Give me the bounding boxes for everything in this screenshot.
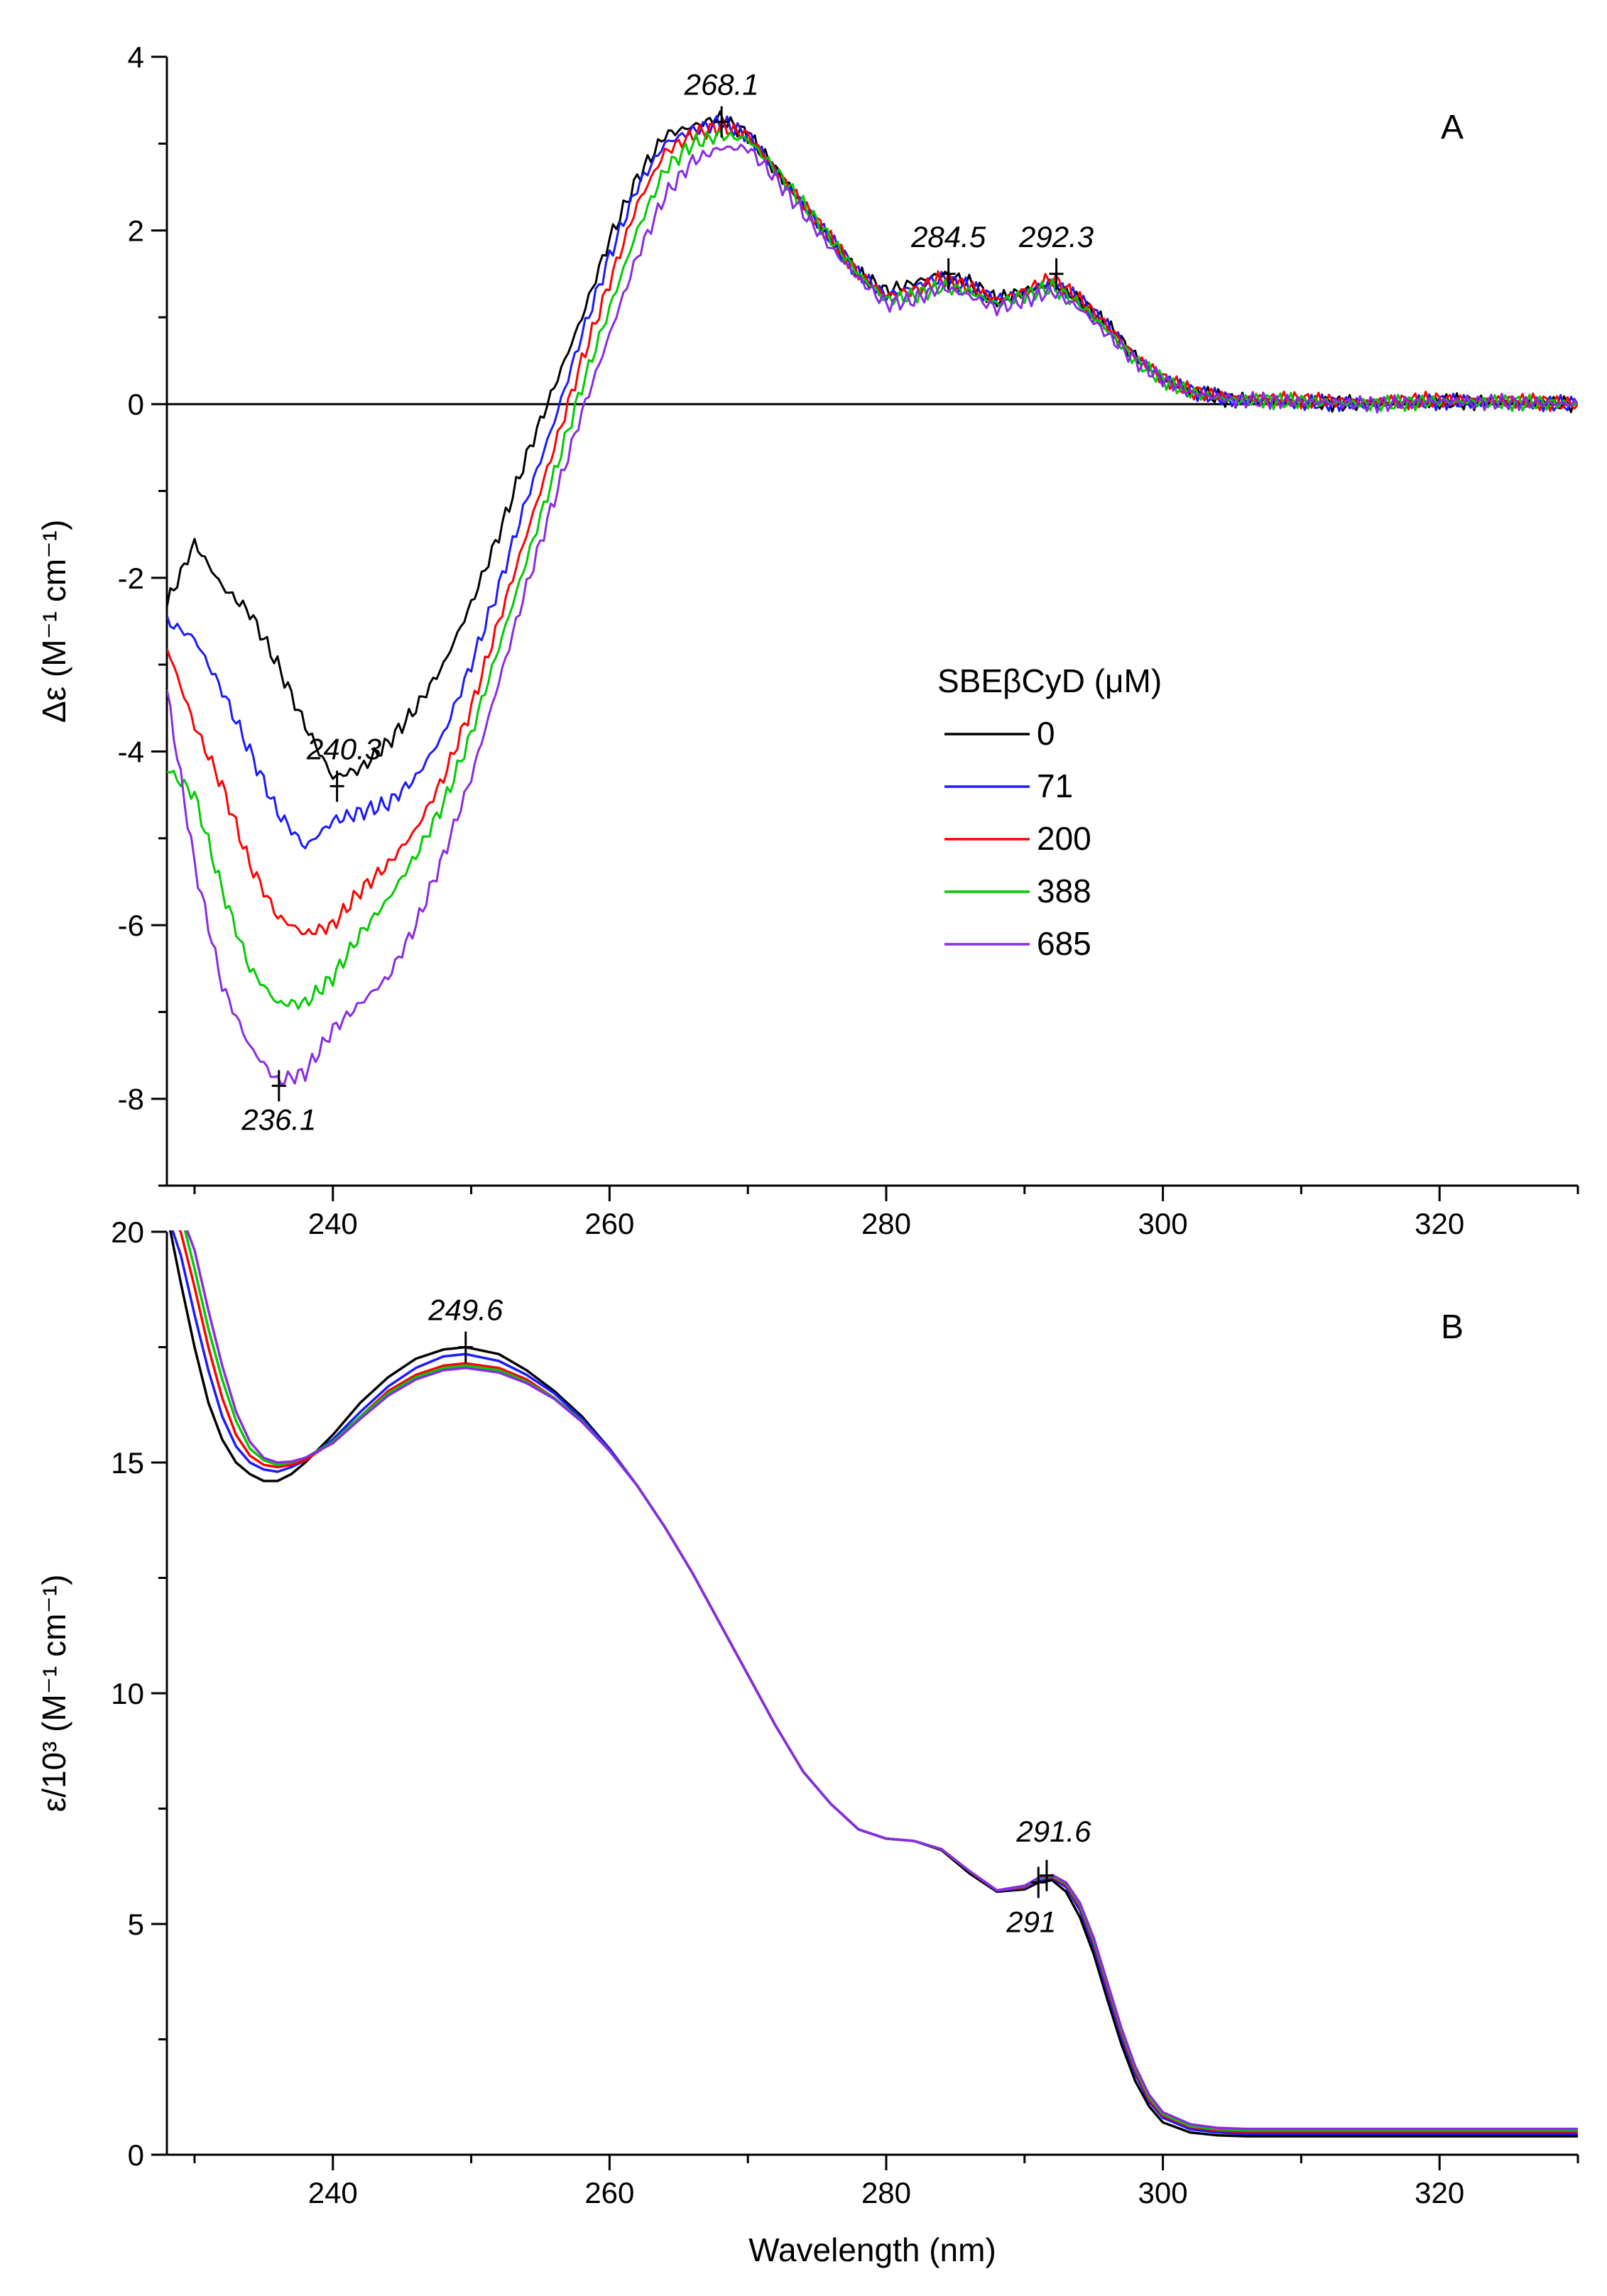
panel-letter: A [1441, 109, 1464, 146]
legend-entry: 200 [1037, 820, 1091, 857]
y-tick-label: 2 [128, 214, 144, 248]
y-tick-label: 0 [128, 388, 144, 421]
x-tick-label: 320 [1415, 1207, 1464, 1240]
y-tick-label: 15 [111, 1446, 144, 1480]
y-tick-label: 0 [128, 2138, 144, 2172]
annotation-label: 292.3 [1018, 220, 1094, 253]
panel-b-uv-spectrum: 240 260 280 300 320 0 5 10 15 20 249.6 291.6 291 Bε/1… [36, 1215, 1579, 2268]
series-line-0 [169, 1230, 1578, 2138]
legend-entry: 388 [1037, 873, 1091, 909]
series-line-388 [183, 1230, 1578, 2132]
annotation-label: 240.3 [306, 732, 381, 765]
series-line-71 [171, 1230, 1578, 2136]
annotation-label: 236.1 [241, 1103, 316, 1136]
x-tick-label: 280 [861, 2176, 911, 2209]
y-tick-label: 10 [111, 1677, 144, 1710]
annotation-label: 291.6 [1015, 1815, 1091, 1848]
x-tick-label: 240 [308, 1207, 358, 1240]
series-line-0 [167, 110, 1578, 780]
panel-letter: B [1441, 1308, 1464, 1346]
x-tick-label: 300 [1138, 2176, 1188, 2209]
series-line-685 [185, 1230, 1578, 2131]
y-tick-label: 4 [128, 40, 144, 74]
annotation-label: 284.5 [910, 220, 986, 253]
series-group [167, 110, 1578, 1086]
legend-entry: 0 [1037, 715, 1055, 752]
series-group [169, 1230, 1578, 2138]
y-tick-label: 20 [111, 1215, 144, 1249]
annotation-label: 268.1 [684, 68, 759, 102]
y-tick-label: -2 [118, 562, 144, 595]
legend-title: SBEβCyD (μM) [937, 662, 1162, 699]
y-tick-label: 5 [128, 1908, 144, 1941]
annotation-label: 291 [1006, 1906, 1056, 1939]
y-tick-label: -8 [118, 1083, 144, 1116]
x-tick-label: 260 [584, 2176, 634, 2209]
series-line-200 [167, 119, 1578, 936]
series-line-388 [167, 129, 1578, 1010]
legend-entry: 71 [1037, 767, 1073, 804]
x-tick-label: 240 [308, 2176, 358, 2209]
y-tick-label: -6 [118, 909, 144, 942]
x-tick-label: 300 [1138, 1207, 1188, 1240]
annotation-label: 249.6 [427, 1294, 503, 1327]
y-tick-label: -4 [118, 735, 144, 768]
x-tick-label: 320 [1415, 2176, 1464, 2209]
panel-a-cd-spectrum: 240 260 280 300 320 -8 -6 -4 -2 0 2 4 268.1 284.5 292.… [36, 40, 1579, 1240]
x-axis-title: Wavelength (nm) [748, 2231, 996, 2268]
y-axis-title: ε/10³ (M⁻¹ cm⁻¹) [36, 1575, 72, 1813]
y-axis-title: Δε (M⁻¹ cm⁻¹) [36, 520, 72, 723]
legend-entry: 685 [1037, 925, 1091, 962]
series-line-200 [178, 1230, 1578, 2133]
x-tick-label: 280 [861, 1207, 911, 1240]
x-tick-label: 260 [584, 1207, 634, 1240]
series-line-685 [167, 143, 1578, 1086]
